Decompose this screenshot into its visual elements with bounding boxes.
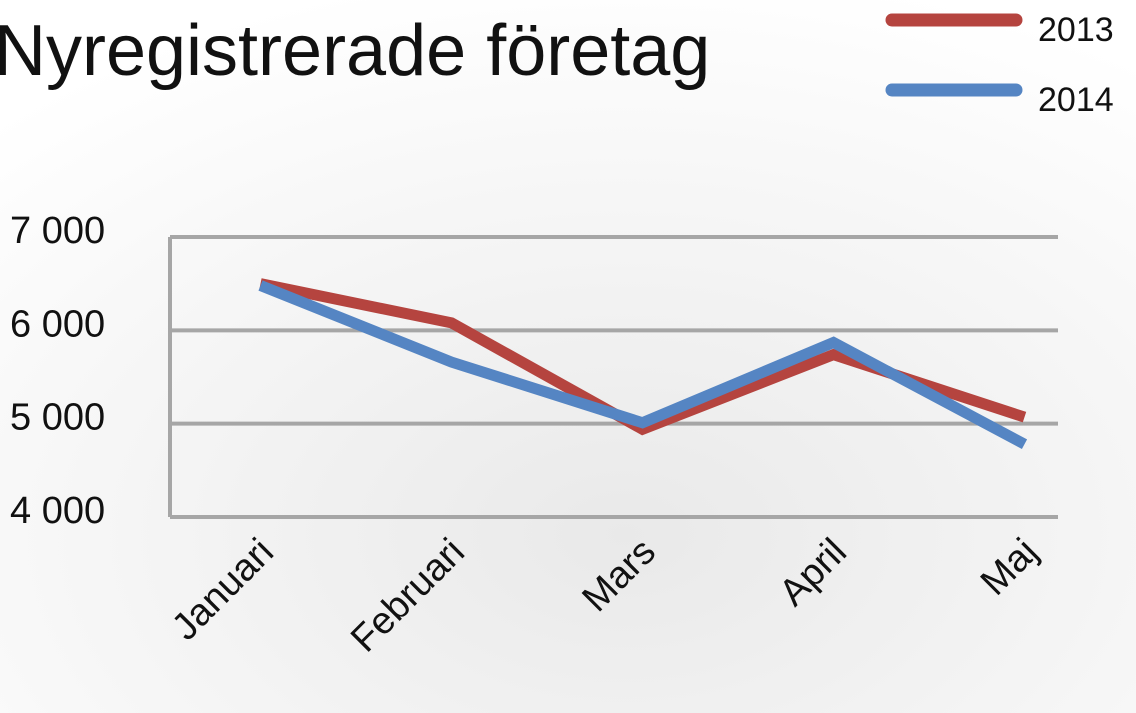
- y-tick-label: 5 000: [10, 397, 105, 439]
- legend-label: 2013: [1038, 11, 1114, 49]
- chart-title: Nyregistrerade företag: [0, 11, 710, 91]
- y-tick-label: 4 000: [10, 490, 105, 532]
- y-tick-label: 7 000: [10, 210, 105, 252]
- series-line: [258, 280, 1028, 450]
- y-tick-label: 6 000: [10, 303, 105, 345]
- legend-label: 2014: [1038, 81, 1114, 119]
